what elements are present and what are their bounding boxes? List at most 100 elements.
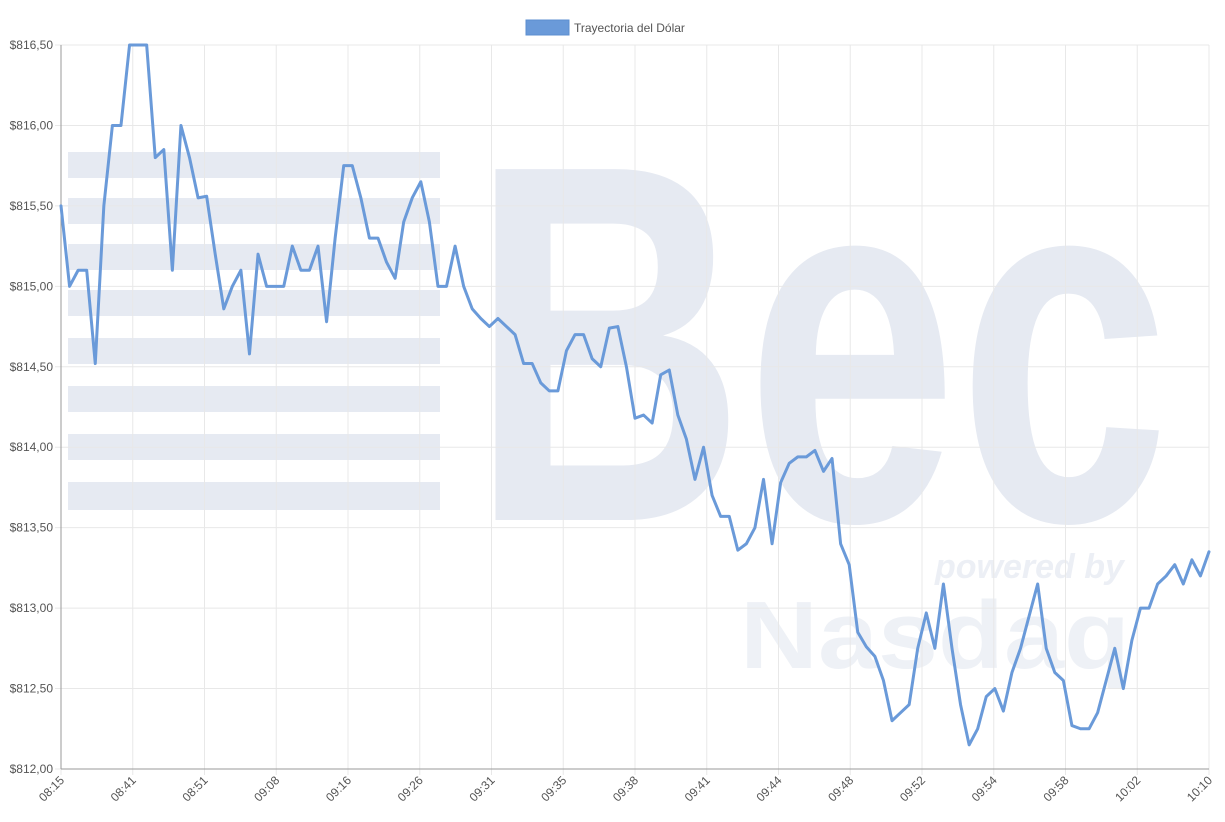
data-point[interactable] [177, 121, 185, 129]
data-point[interactable] [631, 414, 639, 422]
data-point[interactable] [400, 218, 408, 226]
data-point[interactable] [254, 250, 262, 258]
data-point[interactable] [665, 366, 673, 374]
data-point[interactable] [939, 580, 947, 588]
data-point[interactable] [999, 707, 1007, 715]
data-point[interactable] [905, 701, 913, 709]
data-point[interactable] [417, 178, 425, 186]
data-point[interactable] [622, 363, 630, 371]
data-point[interactable] [802, 453, 810, 461]
data-point[interactable] [485, 323, 493, 331]
data-point[interactable] [340, 162, 348, 170]
data-point[interactable] [897, 709, 905, 717]
data-point[interactable] [682, 435, 690, 443]
data-point[interactable] [1136, 604, 1144, 612]
data-point[interactable] [717, 512, 725, 520]
data-point[interactable] [1119, 685, 1127, 693]
data-point[interactable] [854, 628, 862, 636]
data-point[interactable] [408, 194, 416, 202]
data-point[interactable] [1085, 725, 1093, 733]
data-point[interactable] [1179, 580, 1187, 588]
data-point[interactable] [828, 454, 836, 462]
data-point[interactable] [117, 121, 125, 129]
data-point[interactable] [391, 274, 399, 282]
data-point[interactable] [794, 453, 802, 461]
data-point[interactable] [280, 282, 288, 290]
data-point[interactable] [228, 282, 236, 290]
data-point[interactable] [83, 266, 91, 274]
legend[interactable]: Trayectoria del Dólar [525, 19, 685, 36]
data-point[interactable] [1102, 677, 1110, 685]
data-point[interactable] [126, 41, 134, 49]
data-point[interactable] [725, 512, 733, 520]
data-point[interactable] [537, 379, 545, 387]
data-point[interactable] [1042, 644, 1050, 652]
data-point[interactable] [511, 331, 519, 339]
data-point[interactable] [819, 467, 827, 475]
data-point[interactable] [597, 363, 605, 371]
data-point[interactable] [245, 350, 253, 358]
data-point[interactable] [554, 387, 562, 395]
data-point[interactable] [357, 194, 365, 202]
data-point[interactable] [168, 266, 176, 274]
data-point[interactable] [520, 360, 528, 368]
data-point[interactable] [931, 644, 939, 652]
data-point[interactable] [57, 202, 65, 210]
data-point[interactable] [1111, 644, 1119, 652]
data-point[interactable] [1205, 548, 1213, 556]
data-point[interactable] [991, 685, 999, 693]
data-point[interactable] [1034, 580, 1042, 588]
data-point[interactable] [434, 282, 442, 290]
legend-swatch[interactable] [525, 19, 570, 36]
data-point[interactable] [1059, 677, 1067, 685]
data-point[interactable] [100, 202, 108, 210]
data-point[interactable] [811, 446, 819, 454]
data-point[interactable] [982, 693, 990, 701]
data-point[interactable] [1068, 722, 1076, 730]
data-point[interactable] [91, 360, 99, 368]
data-point[interactable] [734, 546, 742, 554]
data-point[interactable] [965, 741, 973, 749]
data-point[interactable] [143, 41, 151, 49]
data-point[interactable] [186, 154, 194, 162]
data-point[interactable] [1076, 725, 1084, 733]
data-point[interactable] [211, 250, 219, 258]
data-point[interactable] [203, 192, 211, 200]
data-point[interactable] [1154, 580, 1162, 588]
data-point[interactable] [443, 282, 451, 290]
data-point[interactable] [879, 677, 887, 685]
data-point[interactable] [957, 701, 965, 709]
data-point[interactable] [605, 324, 613, 332]
data-point[interactable] [502, 323, 510, 331]
data-point[interactable] [948, 644, 956, 652]
data-point[interactable] [74, 266, 82, 274]
data-point[interactable] [314, 242, 322, 250]
data-point[interactable] [657, 371, 665, 379]
data-point[interactable] [1017, 644, 1025, 652]
data-point[interactable] [477, 315, 485, 323]
data-point[interactable] [494, 315, 502, 323]
data-point[interactable] [365, 234, 373, 242]
data-point[interactable] [768, 540, 776, 548]
data-point[interactable] [194, 194, 202, 202]
data-point[interactable] [451, 242, 459, 250]
data-point[interactable] [528, 360, 536, 368]
data-point[interactable] [862, 643, 870, 651]
data-point[interactable] [1128, 636, 1136, 644]
data-point[interactable] [888, 717, 896, 725]
data-point[interactable] [571, 331, 579, 339]
data-point[interactable] [66, 282, 74, 290]
data-point[interactable] [468, 305, 476, 313]
data-point[interactable] [263, 282, 271, 290]
data-point[interactable] [374, 234, 382, 242]
data-point[interactable] [151, 154, 159, 162]
data-point[interactable] [1162, 572, 1170, 580]
data-point[interactable] [460, 282, 468, 290]
data-point[interactable] [580, 331, 588, 339]
data-point[interactable] [837, 540, 845, 548]
data-point[interactable] [323, 318, 331, 326]
data-point[interactable] [871, 652, 879, 660]
data-point[interactable] [691, 475, 699, 483]
data-point[interactable] [297, 266, 305, 274]
data-point[interactable] [760, 475, 768, 483]
